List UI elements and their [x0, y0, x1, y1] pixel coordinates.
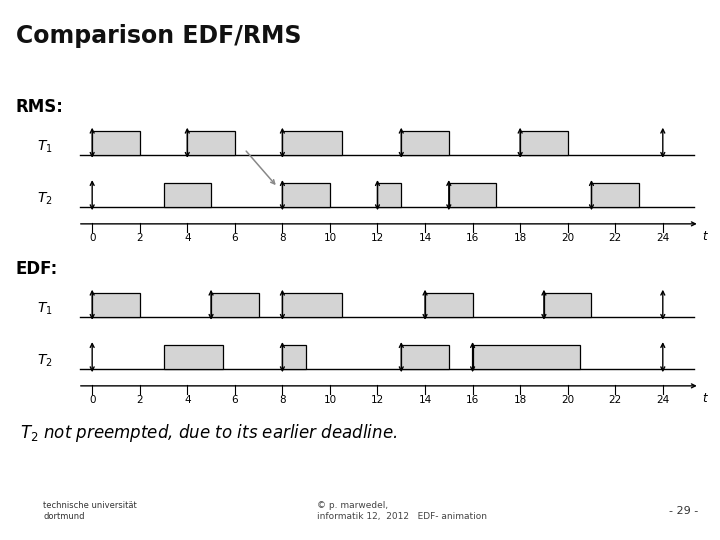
Bar	[163, 345, 223, 369]
Text: 14: 14	[418, 395, 432, 405]
Text: technische universität
dortmund: technische universität dortmund	[43, 501, 137, 521]
Bar	[401, 345, 449, 369]
Text: 14: 14	[418, 233, 432, 243]
Bar	[472, 345, 580, 369]
Bar	[377, 183, 401, 207]
Bar	[282, 183, 330, 207]
Bar	[425, 293, 472, 317]
Text: 4: 4	[184, 233, 191, 243]
Text: $T_1$: $T_1$	[37, 300, 53, 316]
Bar	[520, 131, 567, 155]
Text: RMS:: RMS:	[15, 98, 63, 116]
Text: 0: 0	[89, 233, 96, 243]
Text: 6: 6	[232, 233, 238, 243]
Bar	[282, 131, 342, 155]
Text: 2: 2	[136, 395, 143, 405]
Text: 8: 8	[279, 395, 286, 405]
Text: $T_2$: $T_2$	[37, 353, 53, 369]
Text: 22: 22	[608, 233, 622, 243]
Text: 10: 10	[323, 395, 336, 405]
Text: 2: 2	[136, 233, 143, 243]
Text: 6: 6	[232, 395, 238, 405]
Text: 16: 16	[466, 395, 480, 405]
Text: t: t	[702, 230, 706, 243]
Bar	[211, 293, 258, 317]
Text: 18: 18	[513, 233, 527, 243]
Text: 18: 18	[513, 395, 527, 405]
Text: 16: 16	[466, 233, 480, 243]
Text: © p. marwedel,
informatik 12,  2012   EDF- animation: © p. marwedel, informatik 12, 2012 EDF- …	[317, 501, 487, 521]
Text: 12: 12	[371, 395, 384, 405]
Bar	[449, 183, 496, 207]
Bar	[282, 293, 342, 317]
Bar	[401, 131, 449, 155]
Text: 10: 10	[323, 233, 336, 243]
Text: 4: 4	[184, 395, 191, 405]
Text: $T_2$ not preempted, due to its earlier deadline.: $T_2$ not preempted, due to its earlier …	[19, 422, 397, 443]
Bar	[163, 183, 211, 207]
Text: 20: 20	[561, 233, 575, 243]
Bar	[187, 131, 235, 155]
Bar	[92, 293, 140, 317]
Text: 22: 22	[608, 395, 622, 405]
Text: $T_1$: $T_1$	[37, 138, 53, 154]
Text: 24: 24	[656, 233, 670, 243]
Bar	[591, 183, 639, 207]
Text: $T_2$: $T_2$	[37, 191, 53, 207]
Text: 12: 12	[371, 233, 384, 243]
Text: 8: 8	[279, 233, 286, 243]
Bar	[544, 293, 591, 317]
Text: t: t	[702, 392, 706, 405]
Text: EDF:: EDF:	[15, 260, 58, 278]
Bar	[92, 131, 140, 155]
Text: 24: 24	[656, 395, 670, 405]
Bar	[282, 345, 306, 369]
Text: Comparison EDF/RMS: Comparison EDF/RMS	[16, 24, 302, 48]
Text: 0: 0	[89, 395, 96, 405]
Text: - 29 -: - 29 -	[670, 506, 698, 516]
Text: 20: 20	[561, 395, 575, 405]
